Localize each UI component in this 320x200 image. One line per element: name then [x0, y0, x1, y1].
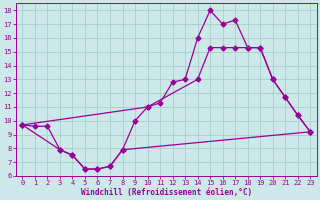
- X-axis label: Windchill (Refroidissement éolien,°C): Windchill (Refroidissement éolien,°C): [81, 188, 252, 197]
